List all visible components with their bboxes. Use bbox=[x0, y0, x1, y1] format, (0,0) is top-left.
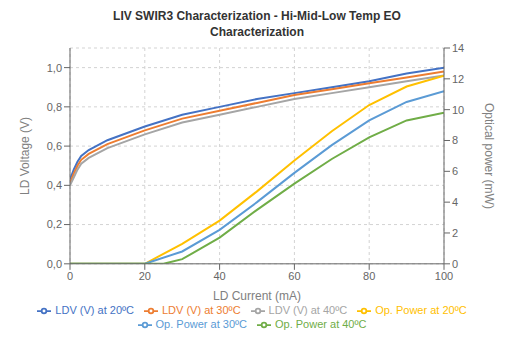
svg-text:14: 14 bbox=[452, 42, 464, 54]
html-text:Op. Power at 30ºC: Op. Power at 30ºC bbox=[155, 317, 247, 330]
svg-text:60: 60 bbox=[288, 270, 300, 282]
html-text:LIV SWIR3 Characterization - H: LIV SWIR3 Characterization - Hi-Mid-Low … bbox=[113, 9, 401, 23]
svg-text:0,4: 0,4 bbox=[47, 179, 62, 191]
svg-text:10: 10 bbox=[452, 104, 464, 116]
svg-text:0: 0 bbox=[452, 258, 458, 270]
svg-text:LD Current (mA): LD Current (mA) bbox=[213, 289, 301, 303]
svg-text:100: 100 bbox=[435, 270, 453, 282]
svg-text:0,6: 0,6 bbox=[47, 140, 62, 152]
svg-text:1,0: 1,0 bbox=[47, 62, 62, 74]
svg-text:2: 2 bbox=[452, 227, 458, 239]
svg-text:0: 0 bbox=[67, 270, 73, 282]
svg-text:0,8: 0,8 bbox=[47, 101, 62, 113]
svg-text:0,0: 0,0 bbox=[47, 258, 62, 270]
svg-text:40: 40 bbox=[213, 270, 225, 282]
svg-text:6: 6 bbox=[452, 165, 458, 177]
svg-text:Optical power (mW): Optical power (mW) bbox=[482, 103, 496, 209]
html-text:Op. Power at 20ºC: Op. Power at 20ºC bbox=[375, 303, 467, 316]
svg-text:20: 20 bbox=[139, 270, 151, 282]
svg-text:12: 12 bbox=[452, 73, 464, 85]
svg-text:0,2: 0,2 bbox=[47, 218, 62, 230]
html-text:LDV (V) at 30ºC: LDV (V) at 30ºC bbox=[162, 303, 241, 316]
svg-text:8: 8 bbox=[452, 134, 458, 146]
html-text:LDV (V) at 20ºC: LDV (V) at 20ºC bbox=[55, 303, 134, 316]
html-text:Op. Power at 40ºC: Op. Power at 40ºC bbox=[275, 317, 367, 330]
html-text:LDV (V) at 40ºC: LDV (V) at 40ºC bbox=[268, 303, 348, 316]
svg-text:LD Voltage (V): LD Voltage (V) bbox=[18, 117, 32, 195]
svg-text:80: 80 bbox=[363, 270, 375, 282]
html-text:Characterization: Characterization bbox=[210, 25, 304, 39]
svg-text:4: 4 bbox=[452, 196, 458, 208]
